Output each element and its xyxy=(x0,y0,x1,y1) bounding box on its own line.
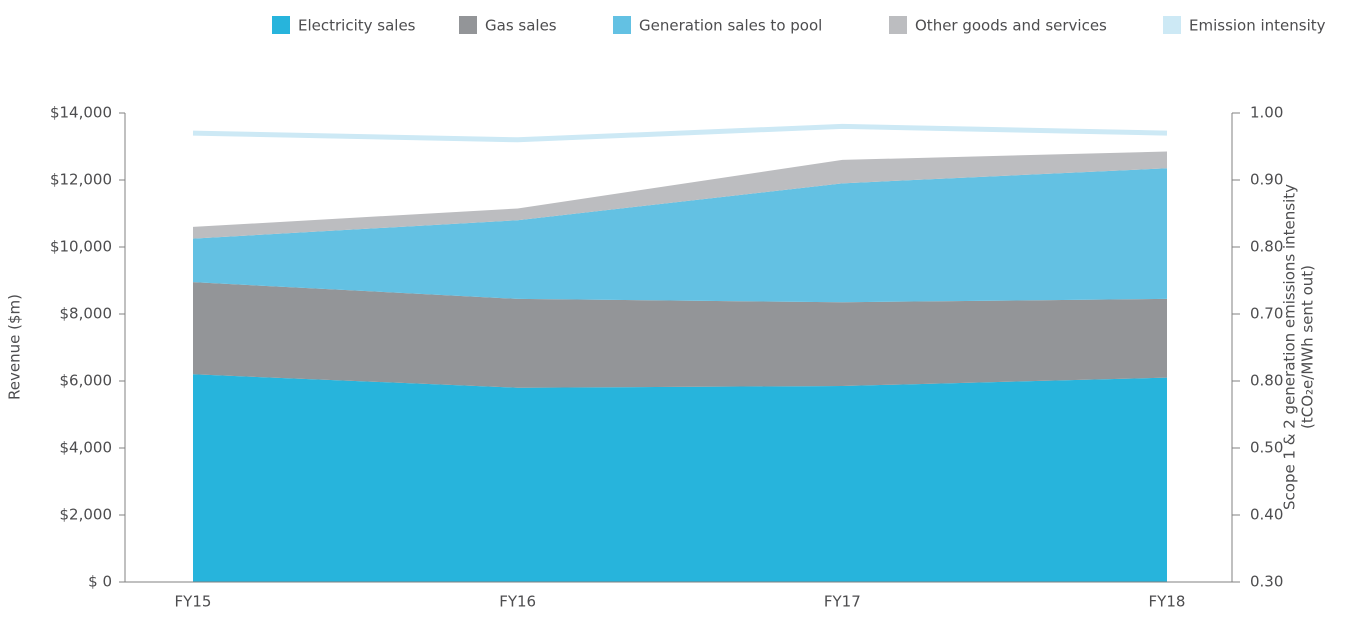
y-tick-label: $10,000 xyxy=(50,238,112,256)
y-tick-label: $14,000 xyxy=(50,104,112,122)
legend-swatch xyxy=(613,16,631,34)
y2-axis-label: Scope 1 & 2 generation emissions intensi… xyxy=(1281,184,1299,510)
legend-swatch xyxy=(1163,16,1181,34)
line xyxy=(192,123,1168,143)
y2-tick-label: 0.90 xyxy=(1250,171,1283,189)
x-tick-label: FY17 xyxy=(824,593,861,611)
area xyxy=(193,151,1167,239)
legend-label: Generation sales to pool xyxy=(639,17,822,35)
legend-label: Emission intensity xyxy=(1189,17,1326,35)
y-tick-label: $6,000 xyxy=(60,372,113,390)
y2-tick-label: 0.30 xyxy=(1250,573,1283,591)
y2-tick-label: 0.50 xyxy=(1250,439,1283,457)
y2-tick-label: 0.70 xyxy=(1250,305,1283,323)
legend-swatch xyxy=(459,16,477,34)
y2-axis-label: (tCO₂e/MWh sent out) xyxy=(1299,265,1317,429)
y-tick-label: $2,000 xyxy=(60,506,113,524)
y-tick-label: $8,000 xyxy=(60,305,113,323)
y-tick-label: $4,000 xyxy=(60,439,113,457)
y-tick-label: $12,000 xyxy=(50,171,112,189)
x-tick-label: FY18 xyxy=(1149,593,1186,611)
area xyxy=(193,282,1167,388)
legend-swatch xyxy=(889,16,907,34)
x-tick-label: FY16 xyxy=(499,593,536,611)
area xyxy=(193,374,1167,582)
legend-swatch xyxy=(272,16,290,34)
legend-label: Gas sales xyxy=(485,17,557,35)
legend-label: Other goods and services xyxy=(915,17,1107,35)
y2-tick-label: 1.00 xyxy=(1250,104,1283,122)
y-tick-label: $ 0 xyxy=(88,573,112,591)
area xyxy=(193,168,1167,303)
y2-tick-label: 0.80 xyxy=(1250,372,1283,390)
x-tick-label: FY15 xyxy=(175,593,212,611)
y2-tick-label: 0.80 xyxy=(1250,238,1283,256)
legend-label: Electricity sales xyxy=(298,17,416,35)
y2-tick-label: 0.40 xyxy=(1250,506,1283,524)
y-axis-label: Revenue ($m) xyxy=(6,294,24,400)
